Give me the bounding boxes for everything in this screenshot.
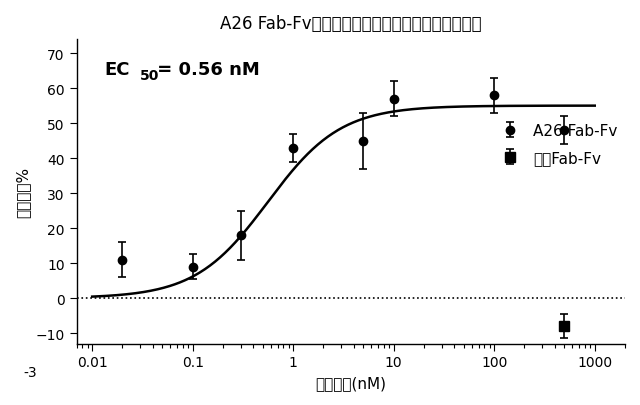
X-axis label: 抗体濃度(nM): 抗体濃度(nM) [316, 375, 387, 390]
Text: 50: 50 [140, 69, 159, 83]
Title: A26 Fab-Fvは、ヒト混合リンパ球反応を际害する: A26 Fab-Fvは、ヒト混合リンパ球反応を际害する [220, 15, 482, 33]
Text: -3: -3 [23, 365, 37, 379]
Y-axis label: 増殖阵害%: 増殖阵害% [15, 166, 30, 217]
Legend: A26 Fab-Fv, 対照Fab-Fv: A26 Fab-Fv, 対照Fab-Fv [495, 124, 618, 166]
Text: = 0.56 nM: = 0.56 nM [150, 61, 259, 79]
Text: EC: EC [104, 61, 129, 79]
